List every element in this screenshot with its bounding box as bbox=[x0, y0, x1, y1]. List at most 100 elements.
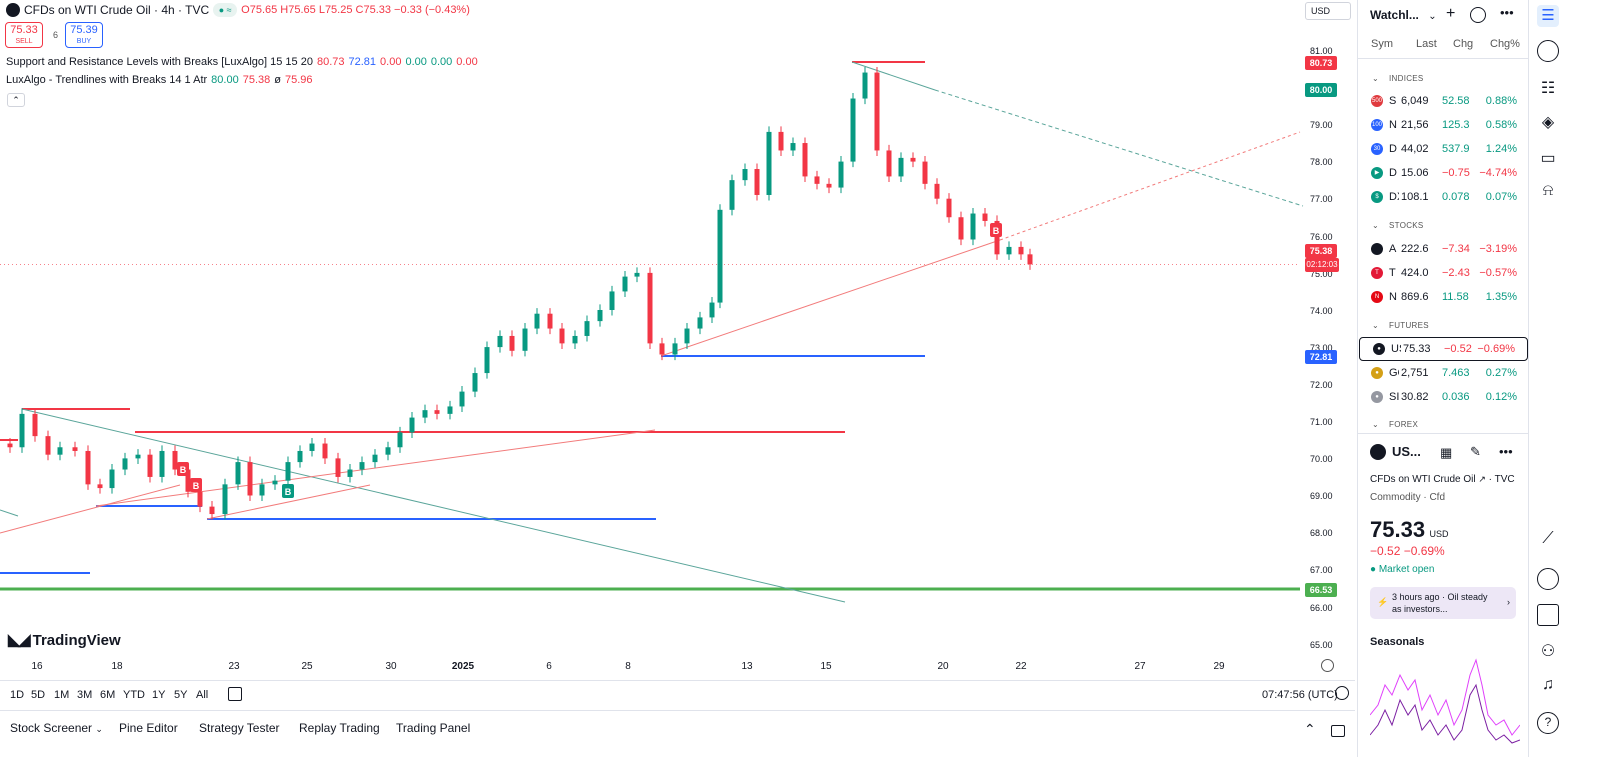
calendar-goto-icon[interactable] bbox=[228, 687, 242, 701]
external-link-icon[interactable]: ↗ bbox=[1478, 474, 1486, 484]
candle-body bbox=[802, 143, 808, 177]
buy-button[interactable]: 75.39 BUY bbox=[65, 22, 103, 48]
watchlist-row[interactable]: ▶ D 15.06 −0.75 −4.74% bbox=[1358, 161, 1529, 185]
tab-replay-trading[interactable]: Replay Trading bbox=[299, 721, 380, 735]
detail-name[interactable]: CFDs on WTI Crude Oil bbox=[1370, 474, 1476, 485]
watchlist-row[interactable]: 30 D 44,02 537.9 1.24% bbox=[1358, 137, 1529, 161]
watchlist-change-percent: 0.88% bbox=[1485, 95, 1517, 107]
indicator-value: 0.00 bbox=[430, 56, 453, 68]
range-1d-button[interactable]: 1D bbox=[10, 689, 25, 701]
range-3m-button[interactable]: 3M bbox=[77, 689, 93, 701]
section-futures[interactable]: ⌄ FUTURES bbox=[1372, 321, 1429, 330]
support-price-tag: 72.81 bbox=[1305, 350, 1337, 364]
watchlist-row[interactable]: T T 424.0 −2.43 −0.57% bbox=[1358, 261, 1529, 285]
price-axis-label: 65.00 bbox=[1310, 639, 1333, 650]
right-toolbar: ☰ ☷ ◈ ▭ ⍾ ⟋ ⚇ ♫ ? bbox=[1528, 0, 1600, 757]
price-axis-label: 68.00 bbox=[1310, 528, 1333, 539]
more-options-icon[interactable]: ••• bbox=[1499, 444, 1513, 459]
notifications-icon[interactable]: ⍾ bbox=[1542, 182, 1554, 199]
trendline bbox=[95, 429, 656, 507]
layers-icon[interactable]: ◈ bbox=[1541, 114, 1555, 131]
watchlist-row[interactable]: N N 869.6 11.58 1.35% bbox=[1358, 285, 1529, 309]
watchlist-row[interactable]: 100 N 21,56 125.3 0.58% bbox=[1358, 113, 1529, 137]
trendline-tool-icon[interactable]: ⟋ bbox=[1542, 530, 1554, 547]
watchlist-change: 11.58 bbox=[1442, 291, 1469, 303]
maximize-panel-icon[interactable] bbox=[1331, 725, 1345, 737]
section-stocks[interactable]: ⌄ STOCKS bbox=[1372, 221, 1424, 230]
candle-body bbox=[409, 417, 415, 433]
watchlist-row[interactable]: ● GC2,751 7.463 0.27% bbox=[1358, 361, 1529, 385]
tab-pine-editor[interactable]: Pine Editor bbox=[119, 721, 178, 735]
target-icon[interactable] bbox=[1537, 568, 1559, 590]
column-last[interactable]: Last bbox=[1416, 38, 1437, 50]
watchlist-last: 2,751 bbox=[1401, 367, 1429, 379]
range-5y-button[interactable]: 5Y bbox=[174, 689, 188, 701]
range-6m-button[interactable]: 6M bbox=[100, 689, 116, 701]
bell-icon[interactable]: ♫ bbox=[1542, 676, 1554, 693]
advanced-view-icon[interactable] bbox=[1470, 7, 1486, 23]
news-card[interactable]: ⚡ 3 hours ago · Oil steady as investors.… bbox=[1370, 587, 1516, 619]
sell-button[interactable]: 75.33 SELL bbox=[5, 22, 43, 48]
axis-settings-icon[interactable] bbox=[1321, 659, 1334, 672]
range-5d-button[interactable]: 5D bbox=[31, 689, 46, 701]
section-label: FOREX bbox=[1389, 420, 1419, 429]
chevron-right-icon: › bbox=[1507, 597, 1510, 607]
section-forex[interactable]: ⌄ FOREX bbox=[1372, 420, 1419, 429]
detail-symbol[interactable]: US... bbox=[1392, 444, 1421, 459]
candle-body bbox=[447, 406, 453, 414]
calendar-icon[interactable] bbox=[1537, 604, 1559, 626]
utc-clock[interactable]: 07:47:56 (UTC) bbox=[1262, 689, 1338, 701]
watchlist-row[interactable]: A 222.6 −7.34 −3.19% bbox=[1358, 237, 1529, 261]
time-axis-label: 16 bbox=[31, 661, 43, 672]
watchlist-title[interactable]: Watchl... ⌄ bbox=[1370, 8, 1437, 22]
watchlist-change-percent: 1.35% bbox=[1485, 291, 1517, 303]
indicator-legend-2[interactable]: LuxAlgo - Trendlines with Breaks 14 1 At… bbox=[6, 74, 313, 86]
fullscreen-icon[interactable] bbox=[1335, 686, 1349, 700]
chat-icon[interactable]: ▭ bbox=[1540, 150, 1556, 167]
watchlist-row[interactable]: ● US75.33 −0.52 −0.69% bbox=[1359, 337, 1528, 361]
column-change[interactable]: Chg bbox=[1453, 38, 1474, 50]
community-icon[interactable]: ⚇ bbox=[1540, 643, 1556, 660]
candle-body bbox=[659, 343, 665, 355]
watchlist-row[interactable]: $ DX108.1 0.078 0.07% bbox=[1358, 185, 1529, 209]
data-window-icon[interactable]: ☷ bbox=[1540, 80, 1556, 97]
chart-title[interactable]: CFDs on WTI Crude Oil · 4h · TVC bbox=[24, 3, 210, 17]
watchlist-row[interactable]: ● SI 30.82 0.036 0.12% bbox=[1358, 385, 1529, 409]
range-1m-button[interactable]: 1M bbox=[54, 689, 70, 701]
range-ytd-button[interactable]: YTD bbox=[123, 689, 145, 701]
alerts-clock-icon[interactable] bbox=[1537, 40, 1559, 62]
candle-body bbox=[946, 198, 952, 218]
collapse-legend-icon[interactable]: ⌃ bbox=[7, 93, 25, 107]
price-axis-label: 66.00 bbox=[1310, 602, 1333, 613]
seasonals-title[interactable]: Seasonals bbox=[1370, 636, 1425, 648]
indicator-legend-1[interactable]: Support and Resistance Levels with Break… bbox=[6, 56, 478, 68]
status-dot-icon: ● bbox=[1370, 564, 1377, 575]
candle-body bbox=[172, 450, 178, 470]
tab-strategy-tester[interactable]: Strategy Tester bbox=[199, 721, 280, 735]
tradingview-logo[interactable]: ◣◢ TradingView bbox=[8, 630, 121, 650]
edit-icon[interactable]: ✎ bbox=[1470, 444, 1481, 459]
detail-name-row: CFDs on WTI Crude Oil ↗ · TVC bbox=[1370, 474, 1515, 485]
chevron-up-icon[interactable]: ⌃ bbox=[1304, 721, 1316, 737]
compare-icon[interactable]: ● ≈ bbox=[213, 3, 238, 17]
time-axis-label: 22 bbox=[1015, 661, 1027, 672]
more-options-icon[interactable]: ••• bbox=[1500, 5, 1514, 20]
column-symbol[interactable]: Sym bbox=[1371, 38, 1393, 50]
range-all-button[interactable]: All bbox=[196, 689, 209, 701]
watchlist-icon[interactable]: ☰ bbox=[1537, 5, 1559, 27]
trendline bbox=[206, 484, 371, 520]
add-symbol-icon[interactable]: + bbox=[1446, 5, 1456, 22]
range-1y-button[interactable]: 1Y bbox=[152, 689, 166, 701]
watchlist-row[interactable]: 500 S 6,049 52.58 0.88% bbox=[1358, 89, 1529, 113]
tab-stock-screener[interactable]: Stock Screener ⌄ bbox=[10, 721, 103, 735]
candle-body bbox=[57, 447, 63, 455]
symbol-logo-icon: 30 bbox=[1371, 143, 1383, 155]
tab-trading-panel[interactable]: Trading Panel bbox=[396, 721, 471, 735]
column-change-percent[interactable]: Chg% bbox=[1490, 38, 1520, 50]
section-indices[interactable]: ⌄ INDICES bbox=[1372, 74, 1424, 83]
help-icon[interactable]: ? bbox=[1537, 712, 1559, 734]
grid-icon[interactable]: ▦ bbox=[1440, 445, 1453, 460]
currency-button[interactable]: USD bbox=[1305, 2, 1351, 20]
